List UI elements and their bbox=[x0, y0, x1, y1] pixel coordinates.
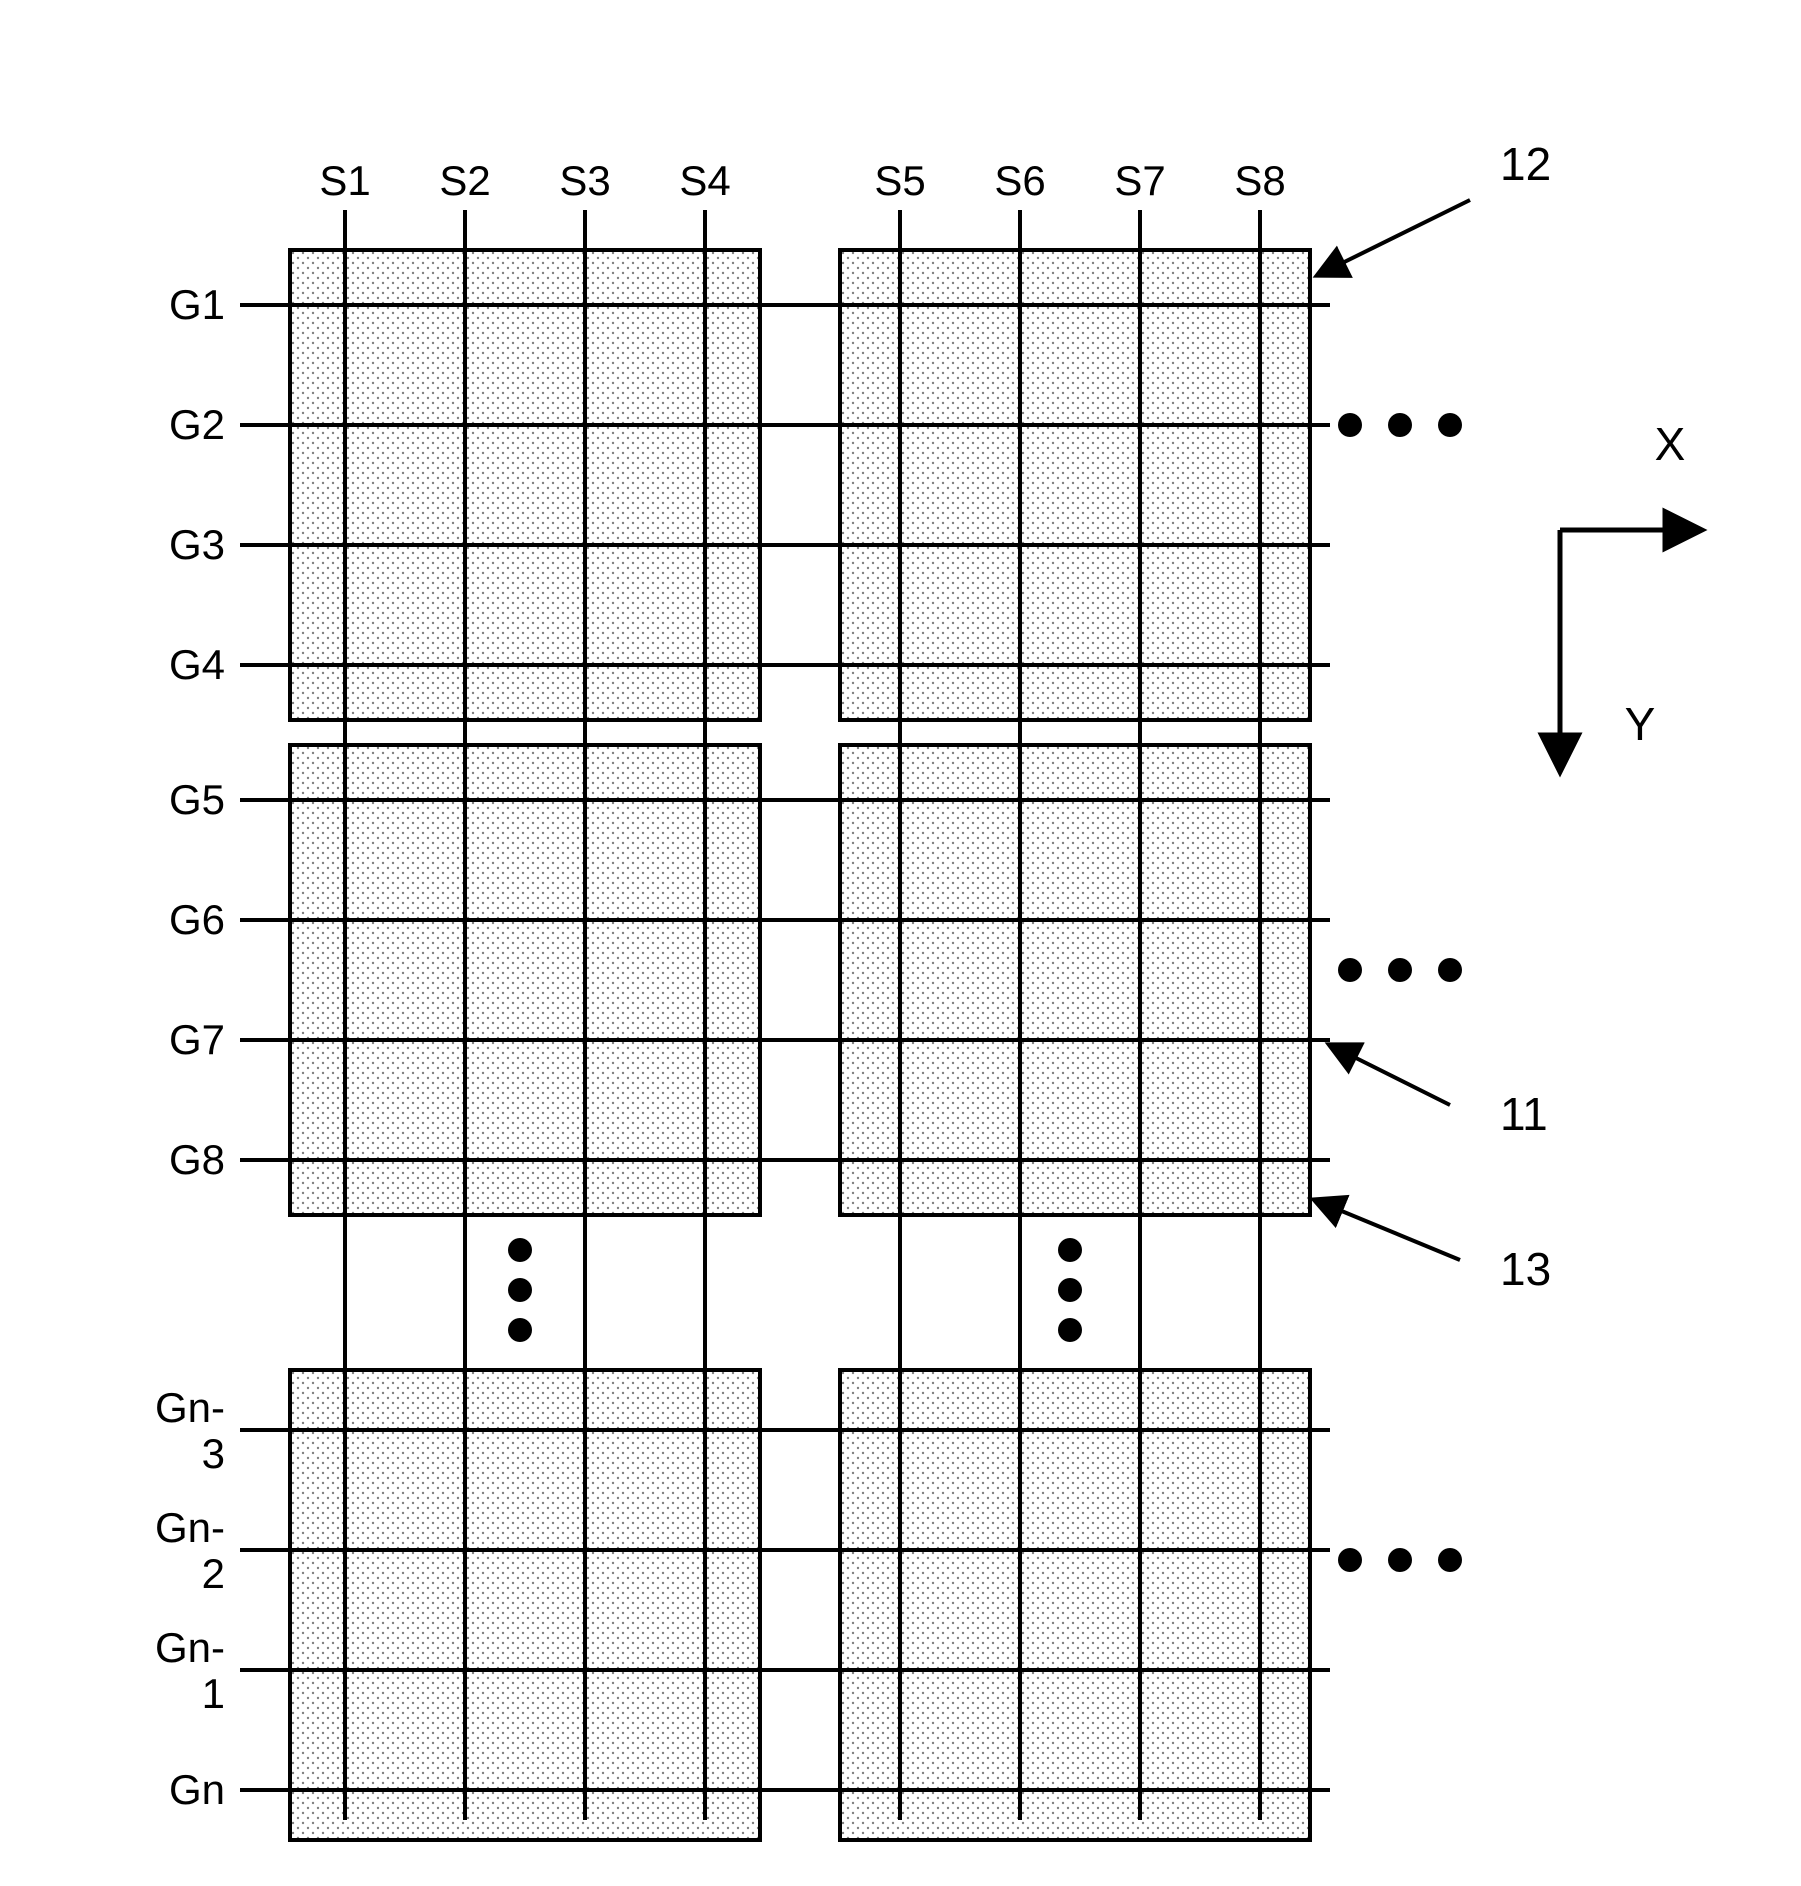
callout-arrow bbox=[1330, 1045, 1450, 1105]
row-label-bottom: 3 bbox=[202, 1430, 225, 1477]
row-label: G4 bbox=[169, 641, 225, 688]
callout-arrow bbox=[1318, 200, 1470, 275]
row-label-bottom: 2 bbox=[202, 1550, 225, 1597]
callout-label: 11 bbox=[1500, 1088, 1548, 1140]
continuation-dot bbox=[508, 1238, 532, 1262]
column-label: S8 bbox=[1234, 157, 1285, 204]
column-label: S2 bbox=[439, 157, 490, 204]
diagram-root: S1S2S3S4S5S6S7S8 G1G2G3G4G5G6G7G8Gn-3Gn-… bbox=[0, 0, 1801, 1886]
callout-label: 13 bbox=[1500, 1243, 1551, 1295]
continuation-dot bbox=[1438, 413, 1462, 437]
column-label: S5 bbox=[874, 157, 925, 204]
y-axis-label: Y bbox=[1625, 698, 1656, 750]
column-labels: S1 S2 S3 S4 S5 S6 S7 S8 bbox=[319, 157, 1285, 204]
x-axis-label: X bbox=[1655, 418, 1686, 470]
row-label: G2 bbox=[169, 401, 225, 448]
tiles-layer bbox=[290, 250, 1310, 1840]
pixel-tile bbox=[290, 250, 760, 720]
column-label: S1 bbox=[319, 157, 370, 204]
row-label: G6 bbox=[169, 896, 225, 943]
column-label: S3 bbox=[559, 157, 610, 204]
continuation-dot bbox=[1338, 958, 1362, 982]
continuation-dot bbox=[1388, 958, 1412, 982]
continuation-dot bbox=[508, 1318, 532, 1342]
column-label: S4 bbox=[679, 157, 730, 204]
row-label: G7 bbox=[169, 1016, 225, 1063]
pixel-tile bbox=[840, 250, 1310, 720]
continuation-dot bbox=[1438, 958, 1462, 982]
row-label-top: Gn- bbox=[155, 1624, 225, 1671]
continuation-dot bbox=[1388, 413, 1412, 437]
row-label: G5 bbox=[169, 776, 225, 823]
continuation-dot bbox=[1058, 1238, 1082, 1262]
continuation-dot bbox=[1058, 1278, 1082, 1302]
continuation-dot bbox=[508, 1278, 532, 1302]
pixel-tile bbox=[840, 1370, 1310, 1840]
coordinate-axes: XY bbox=[1560, 418, 1700, 770]
continuation-dot bbox=[1338, 413, 1362, 437]
continuation-dot bbox=[1058, 1318, 1082, 1342]
continuation-dot bbox=[1438, 1548, 1462, 1572]
row-label: G1 bbox=[169, 281, 225, 328]
row-label-bottom: 1 bbox=[202, 1670, 225, 1717]
pixel-tile bbox=[290, 1370, 760, 1840]
row-label: G3 bbox=[169, 521, 225, 568]
callout-arrow bbox=[1315, 1200, 1460, 1260]
row-label: Gn bbox=[169, 1766, 225, 1813]
row-label: G8 bbox=[169, 1136, 225, 1183]
pixel-tile bbox=[290, 745, 760, 1215]
row-labels: G1G2G3G4G5G6G7G8Gn-3Gn-2Gn-1Gn bbox=[155, 281, 225, 1813]
callout-label: 12 bbox=[1500, 138, 1551, 190]
row-label-top: Gn- bbox=[155, 1384, 225, 1431]
column-label: S7 bbox=[1114, 157, 1165, 204]
continuation-dot bbox=[1338, 1548, 1362, 1572]
reference-callouts: 12 11 13 bbox=[1315, 138, 1551, 1295]
continuation-dot bbox=[1388, 1548, 1412, 1572]
column-label: S6 bbox=[994, 157, 1045, 204]
pixel-tile bbox=[840, 745, 1310, 1215]
row-label-top: Gn- bbox=[155, 1504, 225, 1551]
